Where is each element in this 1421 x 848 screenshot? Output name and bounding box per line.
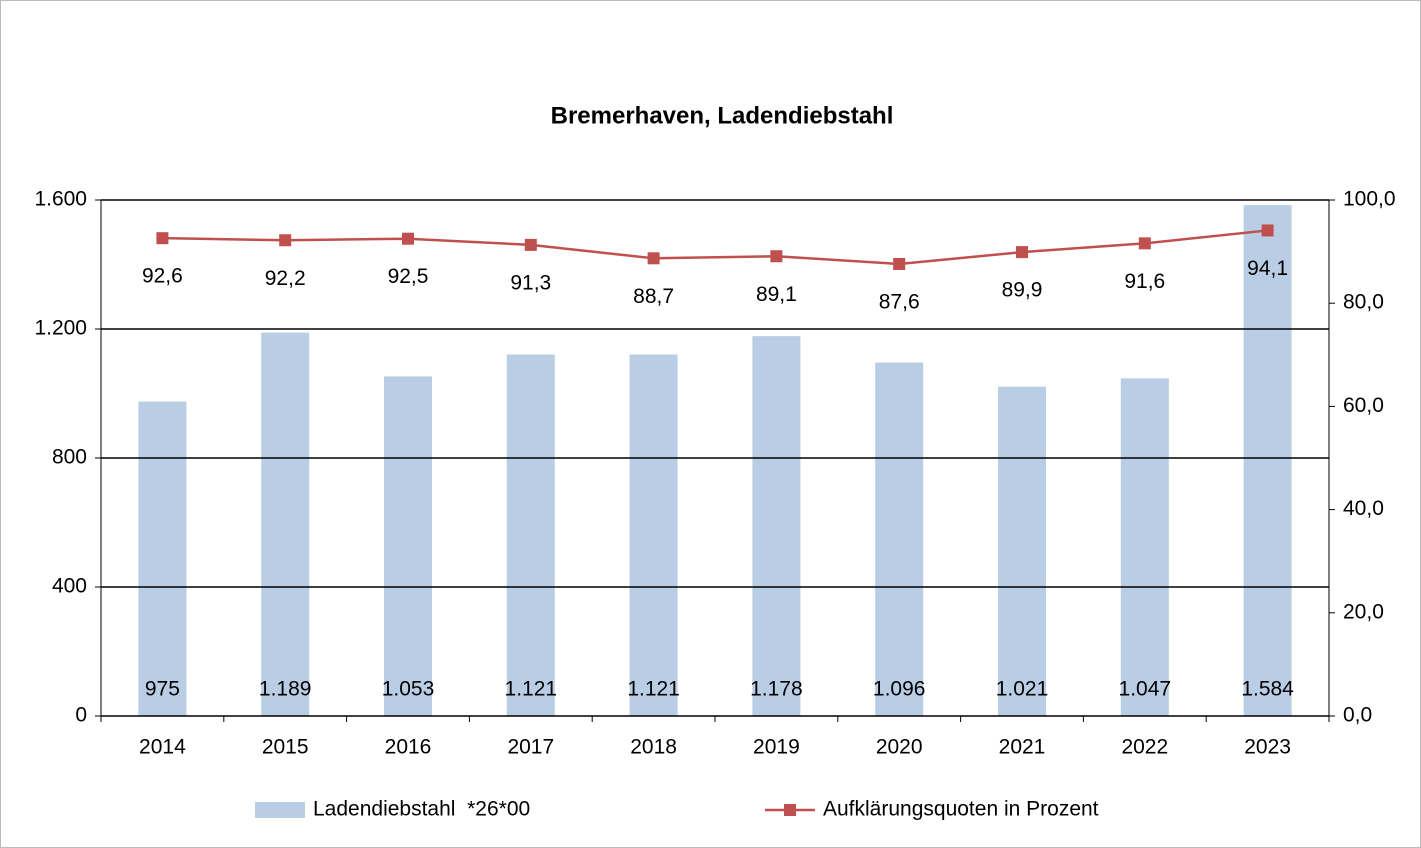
line-marker [279,234,292,247]
data-label: 1.584 [1241,678,1294,701]
y2-tick-label: 0,0 [1343,704,1372,727]
legend-swatch [255,802,305,818]
data-label: 92,6 [142,265,183,288]
data-label: 1.047 [1119,678,1172,701]
data-label: 89,1 [756,283,797,306]
y2-tick-label: 20,0 [1343,600,1384,623]
legend-label: Aufklärungsquoten in Prozent [823,798,1099,821]
y2-tick-label: 40,0 [1343,497,1384,520]
line-marker [893,257,906,270]
data-label: 1.121 [505,678,558,701]
y2-tick-label: 80,0 [1343,291,1384,314]
data-label: 91,6 [1124,270,1165,293]
data-label: 89,9 [1002,279,1043,302]
line-marker [647,252,660,265]
legend-label: Ladendiebstahl *26*00 [313,798,530,821]
y-tick-label: 1.600 [34,188,87,211]
bar [752,336,801,716]
x-tick-label: 2016 [385,736,432,759]
data-label: 88,7 [633,285,674,308]
line-marker [402,232,414,245]
line-marker [1138,237,1151,250]
bar [384,376,432,716]
y-tick-label: 400 [52,575,87,598]
y2-tick-label: 100,0 [1343,188,1396,211]
data-label: 1.096 [873,678,926,701]
bar [261,332,310,716]
x-tick-label: 2022 [1121,736,1168,759]
data-label: 1.189 [259,678,312,701]
x-tick-label: 2021 [999,736,1046,759]
bar [875,362,924,716]
x-tick-label: 2014 [139,736,186,759]
line-marker [1016,246,1028,259]
y-tick-label: 800 [52,446,87,469]
x-tick-label: 2020 [876,736,923,759]
data-label: 92,2 [265,267,306,290]
x-tick-label: 2017 [507,736,554,759]
x-tick-label: 2023 [1244,736,1291,759]
line-marker [156,232,169,245]
bar [1243,205,1292,716]
bar [998,386,1046,716]
y-tick-label: 1.200 [34,317,87,340]
y2-tick-label: 60,0 [1343,394,1384,417]
legend-marker [784,804,796,816]
line [162,229,1268,266]
bar [506,354,555,716]
x-tick-label: 2019 [753,736,800,759]
x-tick-label: 2018 [630,736,677,759]
data-label: 975 [145,678,180,701]
data-label: 92,5 [388,265,429,288]
line-marker [524,238,537,251]
data-label: 91,3 [510,271,551,294]
bar [1120,378,1169,716]
data-label: 1.121 [627,678,680,701]
data-label: 1.053 [382,678,435,701]
bar [629,354,678,716]
line-marker [1261,224,1274,237]
data-label: 87,6 [879,291,920,314]
data-label: 1.178 [750,678,803,701]
y-tick-label: 0 [75,704,87,727]
data-label: 94,1 [1247,257,1288,280]
bar [138,401,187,716]
x-tick-label: 2015 [262,736,309,759]
chart-title: Bremerhaven, Ladendiebstahl [551,102,894,129]
data-label: 1.021 [996,678,1049,701]
line-marker [770,250,783,263]
